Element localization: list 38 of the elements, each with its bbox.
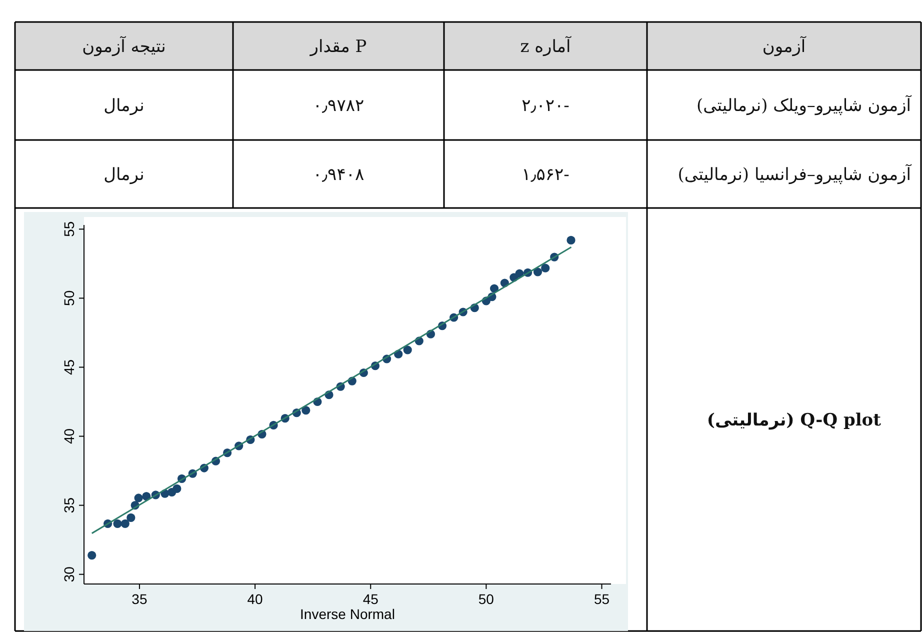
point <box>134 494 143 502</box>
text: نرمال <box>104 165 144 185</box>
text: آزمون شاپیرو–فرانسیا (نرمالیتی) <box>678 164 912 185</box>
text: ۰٫۹۴۰۸ <box>312 165 364 185</box>
text: Q-Q plot (نرمالیتی) <box>706 410 882 430</box>
point <box>126 513 136 522</box>
x-tick-label: 50 <box>478 591 494 607</box>
x-tick-label: 35 <box>132 591 148 607</box>
text: نرمال <box>104 96 144 116</box>
point <box>403 346 412 354</box>
point <box>113 519 122 528</box>
y-tick-label: 40 <box>61 428 77 444</box>
y-tick-label: 45 <box>61 359 77 376</box>
point <box>541 264 550 272</box>
point <box>490 284 499 293</box>
x-tick-label: 45 <box>362 591 379 607</box>
point <box>302 406 310 415</box>
x-tick-label: 40 <box>247 591 264 607</box>
point <box>566 236 576 244</box>
x-axis-title: Inverse Normal <box>300 606 395 622</box>
point <box>88 550 96 560</box>
text: آزمون شاپیرو–ویلک (نرمالیتی) <box>696 95 912 116</box>
point <box>142 492 151 501</box>
text: -۲٫۰۲۰ <box>522 96 570 116</box>
x-tick-label: 55 <box>594 591 610 607</box>
y-tick-label: 30 <box>61 566 77 582</box>
point <box>120 519 130 528</box>
y-tick-label: 55 <box>61 221 77 237</box>
text: -۱٫۵۶۲ <box>522 165 570 185</box>
text: آزمون <box>762 36 807 57</box>
point <box>172 484 182 494</box>
y-tick-label: 50 <box>61 290 77 306</box>
text: P مقدار <box>309 37 367 57</box>
point <box>533 268 542 276</box>
text: ۰٫۹۷۸۲ <box>312 96 364 116</box>
text: نتیجه آزمون <box>82 36 166 57</box>
text: آماره z <box>520 36 572 57</box>
y-tick-label: 35 <box>61 497 77 514</box>
